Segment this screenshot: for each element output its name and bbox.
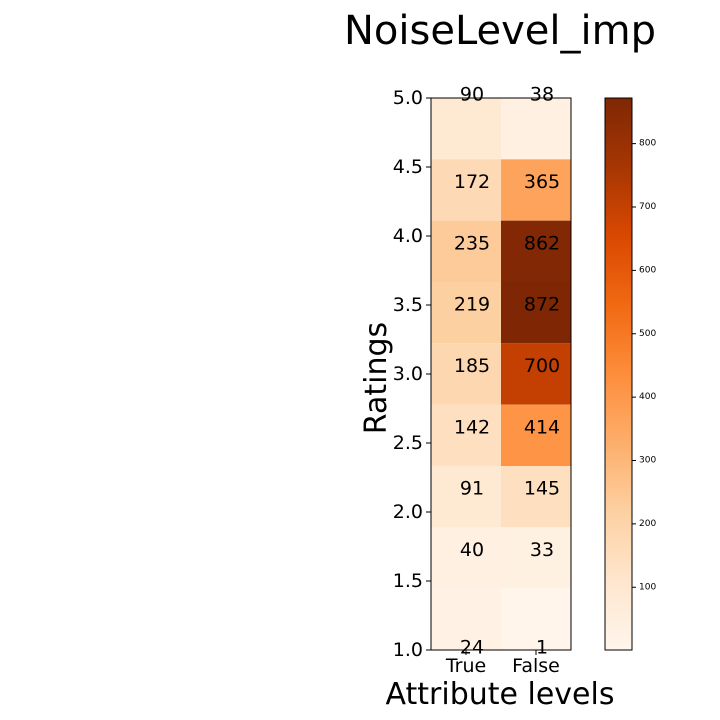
x-axis-ticks: True False (445, 650, 560, 677)
y-tick-label: 5.0 (393, 87, 423, 109)
heatmap-cell (501, 527, 571, 589)
heatmap-cell (501, 343, 571, 405)
colorbar-tick-label: 100 (639, 582, 656, 592)
y-tick-label: 3.5 (393, 294, 423, 316)
heatmap-cell-value: 414 (524, 416, 560, 438)
heatmap-cell (501, 404, 571, 466)
heatmap-cell-value: 700 (524, 355, 560, 377)
colorbar-tick-label: 500 (639, 329, 656, 339)
colorbar-tick-label: 300 (639, 456, 656, 466)
colorbar-tick-label: 400 (639, 392, 656, 402)
heatmap-cell-value: 862 (524, 232, 560, 254)
heatmap-cell (431, 527, 501, 589)
x-tick-label: False (512, 655, 560, 677)
y-tick-label: 4.5 (393, 156, 423, 178)
heatmap-cell-value: 1 (536, 636, 548, 658)
heatmap-cell (431, 282, 501, 344)
colorbar-tick-label: 200 (639, 519, 656, 529)
heatmap-cell (501, 466, 571, 528)
heatmap-cell-value: 872 (524, 294, 560, 316)
heatmap-cell (431, 466, 501, 528)
heatmap-cell-value: 33 (530, 539, 554, 561)
heatmap-cell (431, 159, 501, 221)
heatmap-cell (501, 159, 571, 221)
heatmap-cell-value: 38 (530, 84, 554, 106)
heatmap-cell (431, 220, 501, 282)
heatmap-cell-value: 185 (454, 355, 490, 377)
heatmap-cell (501, 220, 571, 282)
heatmap-cell (431, 404, 501, 466)
y-tick-label: 1.5 (393, 570, 423, 592)
heatmap-cell-value: 235 (454, 232, 490, 254)
heatmap-cell (431, 343, 501, 405)
heatmap-cell (501, 282, 571, 344)
x-axis-label: Attribute levels (386, 677, 615, 712)
colorbar-ticks: 100 200 300 400 500 600 700 800 (632, 139, 656, 592)
chart-title: NoiseLevel_imp (344, 8, 656, 54)
heatmap-cell (501, 98, 571, 160)
heatmap-cell-value: 145 (524, 478, 560, 500)
y-tick-label: 2.0 (393, 501, 423, 523)
colorbar-tick-label: 800 (639, 139, 656, 149)
heatmap-cell-labels: 90 38 172 365 235 862 219 872 185 700 142 414 91 145 4… (454, 84, 560, 659)
heatmap-cell (501, 588, 571, 650)
y-axis-label: Ratings (359, 322, 394, 434)
heatmap-cells (431, 98, 571, 650)
heatmap-cell (431, 588, 501, 650)
heatmap-cell-value: 90 (460, 84, 484, 106)
colorbar (604, 97, 633, 651)
heatmap-cell-value: 91 (460, 478, 484, 500)
heatmap-cell-value: 219 (454, 294, 490, 316)
heatmap-cell-value: 365 (524, 171, 560, 193)
y-tick-label: 3.0 (393, 363, 423, 385)
heatmap-cell-value: 172 (454, 171, 490, 193)
heatmap-cell-value: 142 (454, 416, 490, 438)
y-tick-label: 1.0 (393, 639, 423, 661)
heatmap-cell-value: 40 (460, 539, 484, 561)
x-tick-label: True (445, 655, 486, 677)
colorbar-tick-label: 600 (639, 265, 656, 275)
heatmap-cell (431, 98, 501, 160)
y-axis-ticks: 5.0 4.5 4.0 3.5 3.0 2.5 2.0 1.5 1.0 (393, 87, 431, 661)
y-tick-label: 2.5 (393, 432, 423, 454)
y-tick-label: 4.0 (393, 225, 423, 247)
colorbar-tick-label: 700 (639, 202, 656, 212)
